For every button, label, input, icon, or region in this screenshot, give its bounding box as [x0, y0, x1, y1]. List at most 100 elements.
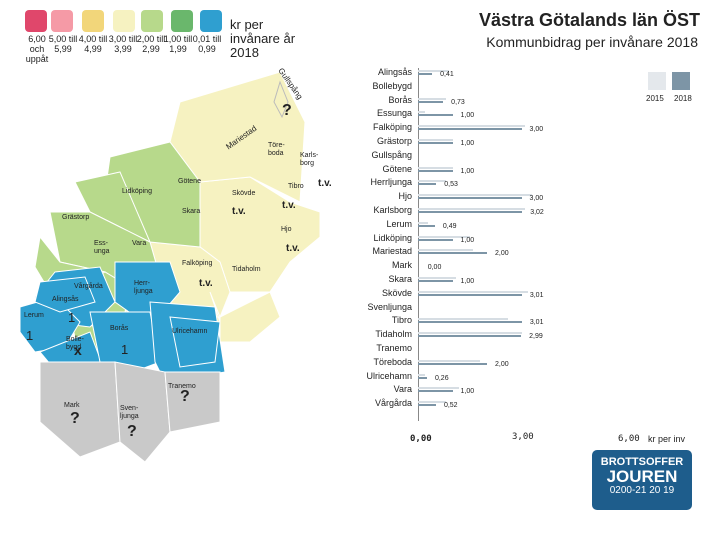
bar-value-label: 3,00 — [529, 126, 544, 134]
bar-value-label: 1,00 — [460, 112, 475, 120]
bar-2015 — [418, 139, 453, 141]
bar-value-label: 0,00 — [427, 264, 442, 272]
tv-mark: t.v. — [199, 278, 213, 289]
bar-2018 — [418, 335, 522, 338]
legend-swatch — [171, 10, 193, 32]
bar-2015 — [418, 194, 532, 197]
bar-2018 — [418, 142, 453, 144]
municipality-label: Tidaholm — [375, 329, 412, 340]
municipality-label: Borås — [388, 94, 412, 105]
bar-2015 — [418, 235, 470, 238]
bar-2015 — [418, 318, 508, 321]
bar-2015 — [418, 359, 481, 362]
map-label: Sven-ljunga — [120, 405, 139, 420]
bar-2018 — [418, 73, 433, 75]
municipality-label: Töreboda — [373, 356, 412, 367]
legend-label: 6,00 och uppåt — [25, 34, 49, 64]
legend-label: 1,00 till 1,99 — [163, 34, 193, 54]
legend-label: 5,00 till 5,99 — [48, 34, 78, 54]
municipality-label: Skara — [388, 274, 412, 284]
legend-unit-caption: kr per invånare år 2018 — [230, 17, 296, 60]
legend-swatch-2015 — [648, 72, 666, 90]
legend-label-2018: 2018 — [674, 94, 692, 103]
map-label: Töre-boda — [268, 142, 285, 157]
bar-value-label: 3,01 — [529, 291, 544, 299]
bar-2015 — [418, 290, 529, 293]
tv-mark: t.v. — [286, 243, 300, 254]
map-label: Falköping — [182, 260, 213, 267]
municipality-label: Grästorp — [376, 136, 412, 146]
bar-value-label: 0,49 — [442, 222, 457, 230]
bar-value-label: 3,01 — [529, 319, 544, 327]
municipality-label: Tranemo — [376, 343, 412, 353]
bar-2018 — [418, 100, 444, 103]
count-mark: 1 — [26, 328, 34, 343]
legend-swatch — [82, 10, 104, 32]
bar-2018 — [418, 376, 427, 379]
bar-2018 — [418, 114, 453, 117]
bar-value-label: 2,00 — [495, 250, 509, 258]
bar-2018 — [418, 169, 453, 172]
question-mark: ? — [127, 423, 137, 440]
legend-label: 0,01 till 0,99 — [192, 34, 222, 54]
map-label: Mark — [64, 402, 80, 409]
map-label: Tranemo — [168, 383, 196, 390]
legend-swatch-2018 — [672, 72, 690, 90]
region-svenljunga — [114, 361, 171, 463]
bar-2015 — [418, 166, 453, 169]
map-label: Alingsås — [52, 296, 79, 303]
region-vara-s — [169, 316, 221, 368]
region-gullspang — [273, 80, 289, 119]
bar-2015 — [418, 70, 450, 72]
map-label: Lidköping — [122, 188, 152, 195]
bar-2018 — [418, 128, 522, 131]
bar-value-label: 3,00 — [529, 195, 544, 203]
brand-line1: BROTTSOFFER — [600, 456, 684, 468]
region-tidaholm — [219, 291, 281, 343]
bar-value-label: 2,00 — [495, 360, 509, 368]
bar-2018 — [418, 390, 453, 393]
bar-2018 — [418, 224, 435, 227]
bar-value-label: 0,26 — [434, 374, 449, 382]
municipality-label: Essunga — [376, 108, 412, 119]
region-alingsas — [34, 276, 96, 313]
municipality-label: Tibro — [391, 315, 412, 326]
legend-swatch — [25, 10, 47, 32]
map-label: Skara — [182, 208, 201, 215]
axis-tick-0: 0,00 — [410, 434, 432, 444]
municipality-label: Skövde — [381, 287, 412, 298]
map-label: Vårgårda — [74, 283, 103, 290]
axis-line — [418, 68, 419, 421]
brand-line2: JOUREN — [606, 467, 678, 486]
legend-label: 3,00 till 3,99 — [108, 34, 138, 54]
municipality-label: Lerum — [386, 218, 412, 229]
map-label: Tidaholm — [232, 266, 261, 273]
bar-value-label: 2,99 — [529, 333, 543, 341]
municipality-label: Mariestad — [372, 246, 412, 257]
count-mark: 1 — [121, 342, 129, 357]
bar-2015 — [418, 387, 460, 390]
region-mark — [39, 361, 121, 458]
tv-mark: t.v. — [318, 178, 332, 189]
bar-2015 — [418, 221, 429, 224]
bar-2015 — [418, 111, 425, 114]
map-label: Bolle-bygd — [66, 336, 84, 351]
municipality-label: Svenljunga — [367, 301, 412, 312]
bar-2015 — [418, 249, 474, 252]
axis-tick-3: 3,00 — [512, 432, 534, 442]
municipality-label: Lidköping — [373, 232, 412, 243]
municipality-label: Vara — [393, 384, 412, 395]
bar-2018 — [418, 211, 523, 213]
count-mark: 1 — [68, 310, 76, 325]
map — [20, 71, 321, 463]
municipality-label: Hjo — [398, 191, 412, 202]
map-label: Götene — [178, 178, 201, 185]
brand-line3: 0200-21 20 19 — [609, 485, 675, 496]
municipality-label: Ulricehamn — [366, 370, 412, 381]
municipality-label: Bollebygd — [372, 80, 412, 91]
bar-2018 — [418, 404, 436, 407]
bar-2015 — [418, 208, 525, 210]
map-label: Vara — [132, 240, 147, 247]
question-mark: ? — [70, 410, 80, 427]
x-mark: x — [74, 342, 82, 358]
